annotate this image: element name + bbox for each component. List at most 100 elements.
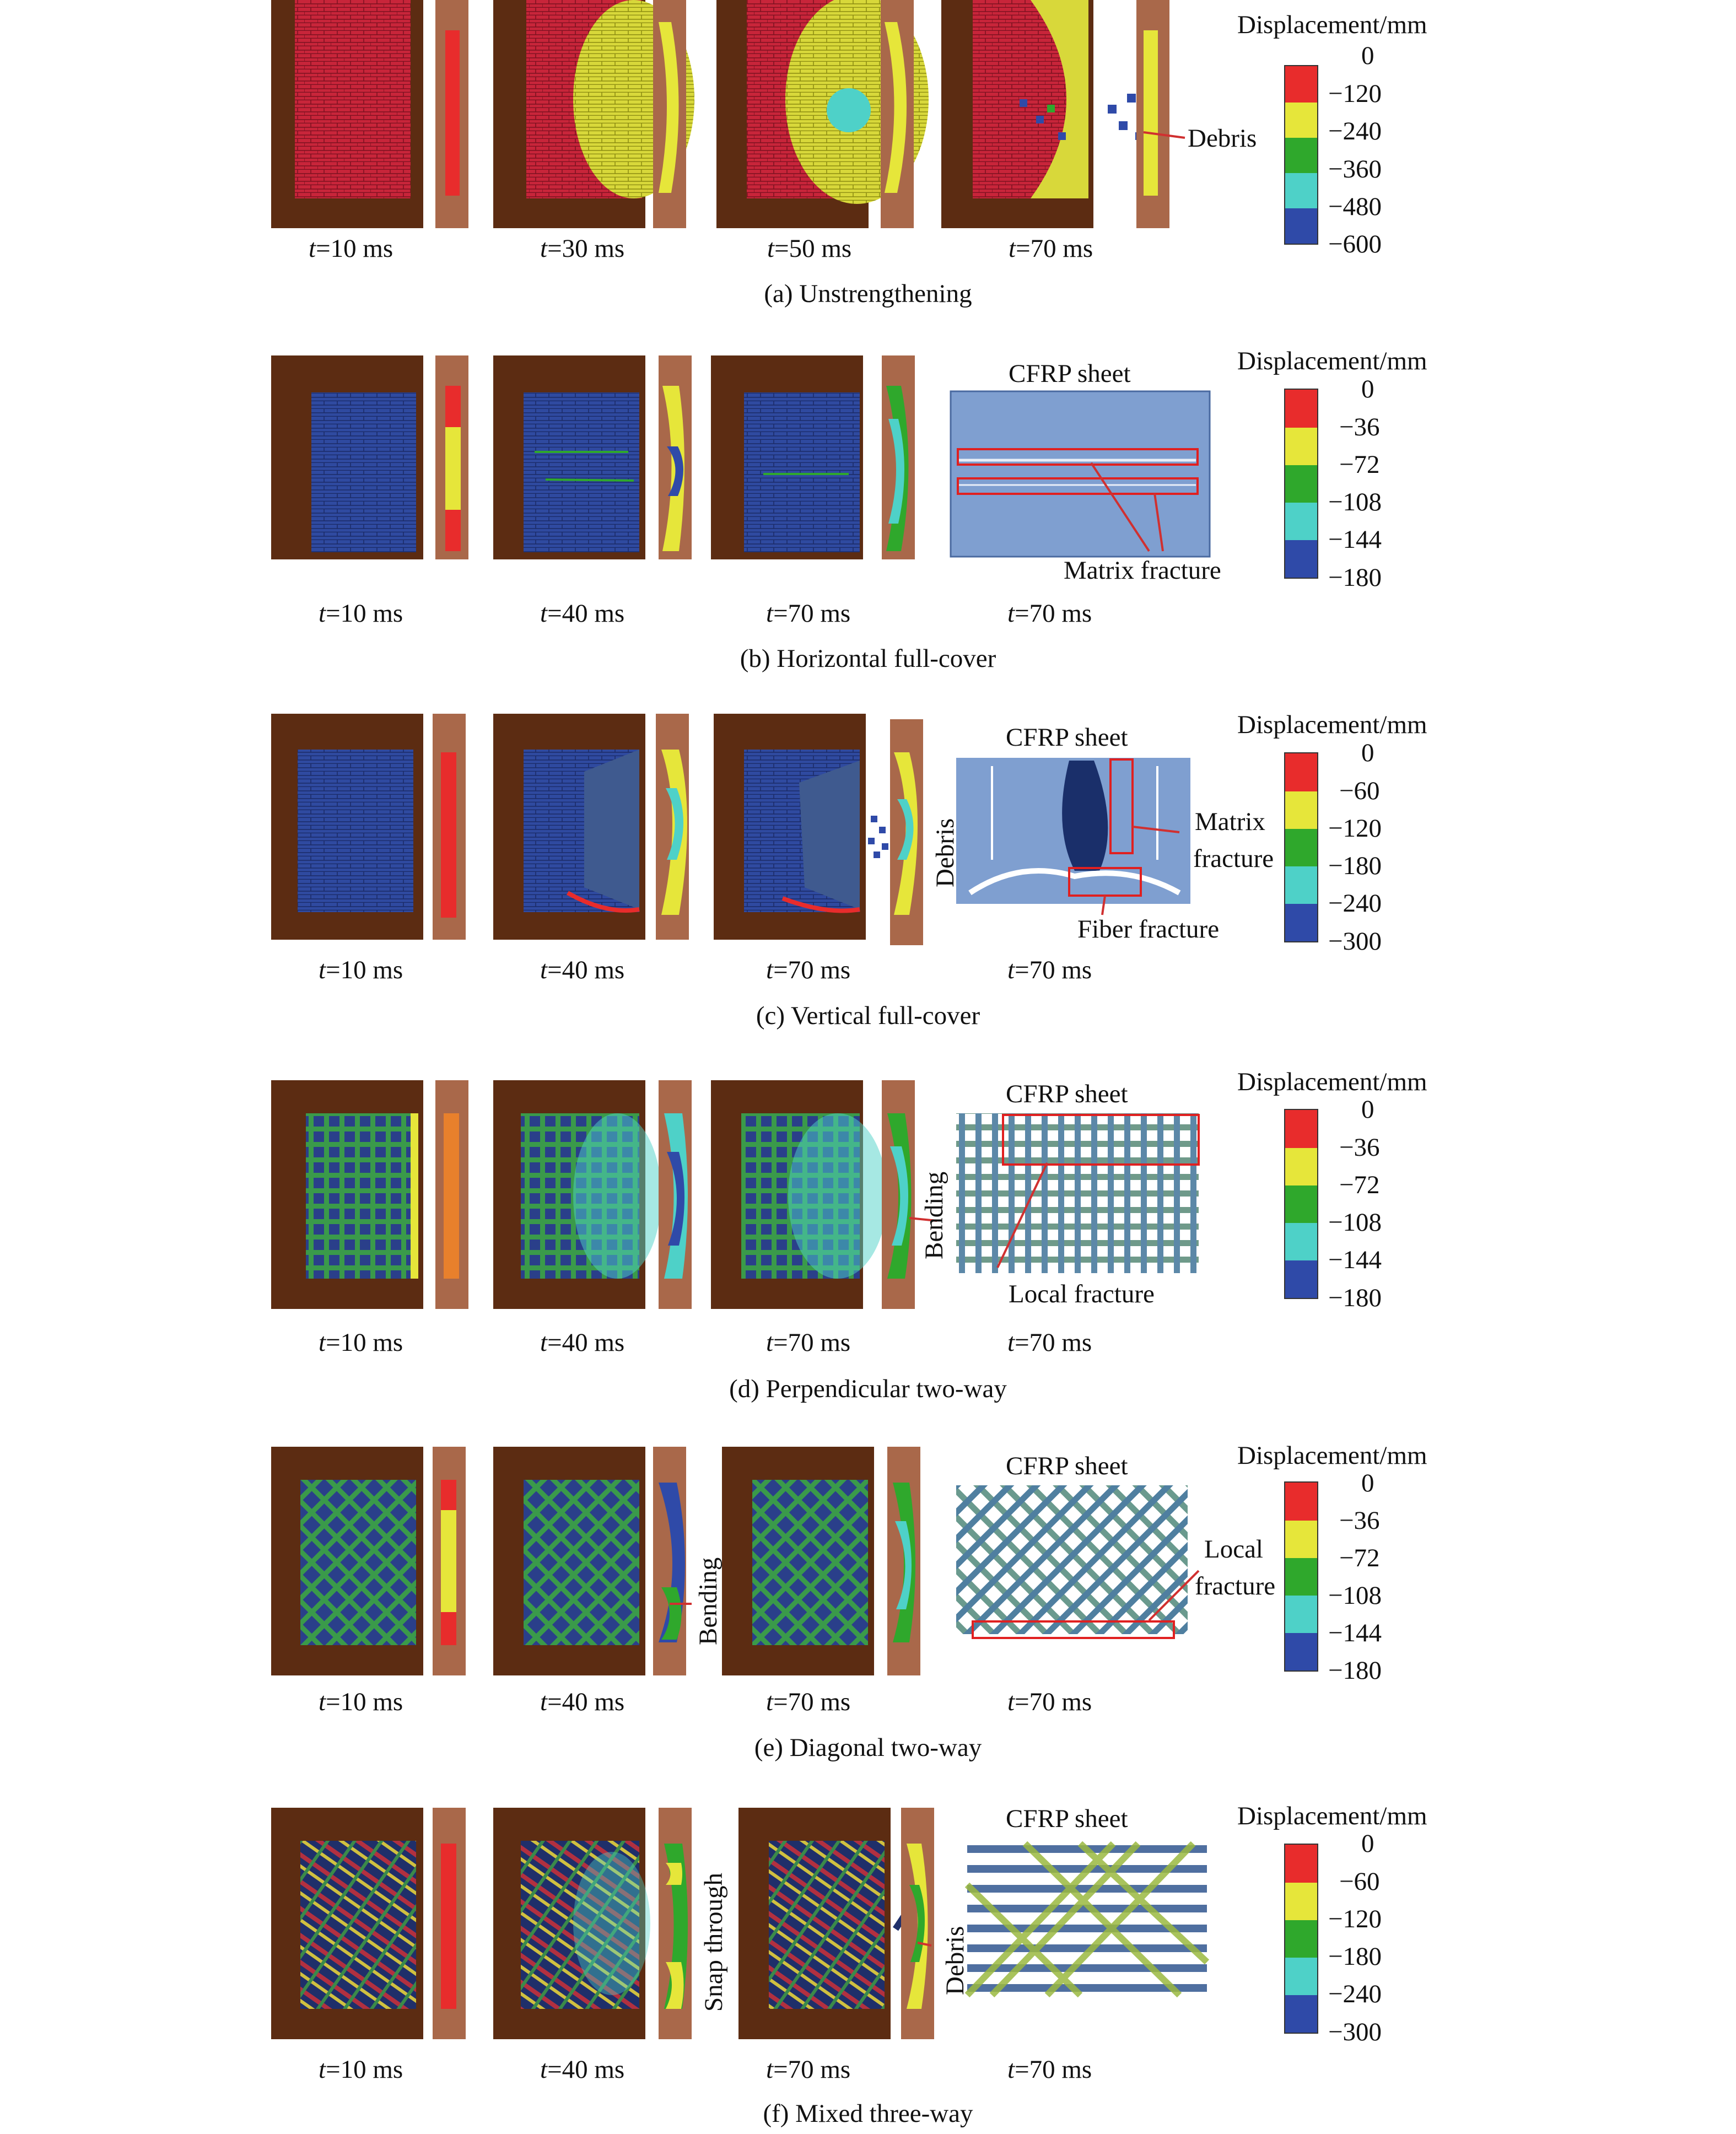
side-d1 bbox=[435, 1080, 468, 1309]
legend-tick: −300 bbox=[1328, 927, 1382, 956]
side-f2 bbox=[659, 1808, 692, 2039]
legend-tick: −108 bbox=[1328, 1581, 1382, 1610]
legend-title: Displacement/mm bbox=[1237, 1802, 1427, 1830]
annotation-matrix: Matrix bbox=[1195, 807, 1265, 836]
panel-f-graphics bbox=[271, 1808, 1210, 2039]
side-d2 bbox=[659, 1080, 692, 1309]
time-label: t=10 ms bbox=[319, 2055, 403, 2084]
panel-caption: (d) Perpendicular two-way bbox=[729, 1375, 1007, 1403]
wall-f3 bbox=[738, 1808, 891, 2039]
legend-tick: −240 bbox=[1328, 1980, 1382, 2008]
annotation-debris-vertical: Debris bbox=[941, 1926, 969, 1995]
side-a1 bbox=[435, 0, 468, 228]
time-label: t=40 ms bbox=[540, 599, 625, 628]
time-label: t=70 ms bbox=[1007, 956, 1092, 984]
colorbar bbox=[1284, 65, 1318, 245]
legend-tick: −108 bbox=[1328, 1208, 1382, 1237]
legend-title: Displacement/mm bbox=[1237, 710, 1427, 739]
panel-a-graphics bbox=[271, 0, 1185, 228]
side-f3 bbox=[901, 1808, 934, 2039]
time-label: t=70 ms bbox=[1007, 599, 1092, 628]
legend-tick: −72 bbox=[1339, 450, 1380, 479]
legend-tick: −120 bbox=[1328, 1905, 1382, 1933]
legend-tick: −180 bbox=[1328, 1284, 1382, 1312]
wall-d1 bbox=[271, 1080, 423, 1309]
legend-tick: −180 bbox=[1328, 563, 1382, 592]
side-e2 bbox=[653, 1447, 686, 1675]
annotation-bending-vertical: Bending bbox=[920, 1171, 948, 1259]
panel-caption: (c) Vertical full-cover bbox=[756, 1001, 980, 1030]
legend-tick: −36 bbox=[1339, 413, 1380, 441]
legend-title: Displacement/mm bbox=[1237, 347, 1427, 375]
sheet-title: CFRP sheet bbox=[1006, 723, 1128, 752]
side-b3 bbox=[882, 355, 915, 559]
panel-caption: (e) Diagonal two-way bbox=[754, 1733, 982, 1762]
time-label: t=70 ms bbox=[766, 599, 851, 628]
side-e1 bbox=[433, 1447, 466, 1675]
time-label: t=70 ms bbox=[766, 956, 851, 984]
wall-a4 bbox=[941, 0, 1093, 228]
colorbar bbox=[1284, 1844, 1318, 2034]
time-label: t=10 ms bbox=[319, 1688, 403, 1716]
side-a3 bbox=[881, 0, 914, 228]
legend-tick: 0 bbox=[1361, 41, 1374, 70]
annotation-debris-vertical: Debris bbox=[931, 818, 959, 887]
annotation-local: Local bbox=[1204, 1535, 1263, 1564]
time-label: t=70 ms bbox=[766, 2055, 851, 2084]
sheet-f bbox=[964, 1841, 1210, 1998]
legend-tick: −180 bbox=[1328, 852, 1382, 880]
time-label: t=10 ms bbox=[319, 956, 403, 984]
sheet-title: CFRP sheet bbox=[1006, 1452, 1128, 1480]
legend-tick: −36 bbox=[1339, 1506, 1380, 1535]
legend-tick: −36 bbox=[1339, 1133, 1380, 1162]
annotation-fiber-fracture: Fiber fracture bbox=[1077, 915, 1220, 944]
time-label: t=10 ms bbox=[319, 599, 403, 628]
legend-tick: −120 bbox=[1328, 79, 1382, 108]
sheet-title: CFRP sheet bbox=[1006, 1804, 1128, 1833]
legend-tick: −144 bbox=[1328, 525, 1382, 554]
legend-tick: −240 bbox=[1328, 117, 1382, 146]
legend-tick: −300 bbox=[1328, 2018, 1382, 2046]
panel-d-graphics bbox=[271, 1080, 1200, 1309]
wall-a1 bbox=[271, 0, 423, 228]
wall-b3 bbox=[711, 355, 863, 559]
legend-tick: −72 bbox=[1339, 1171, 1380, 1199]
legend-tick: −480 bbox=[1328, 192, 1382, 221]
legend-tick: −60 bbox=[1339, 777, 1380, 805]
legend-title: Displacement/mm bbox=[1237, 1068, 1427, 1096]
wall-b1 bbox=[271, 355, 423, 559]
wall-e2 bbox=[493, 1447, 645, 1675]
colorbar bbox=[1284, 1481, 1318, 1672]
wall-f2 bbox=[493, 1808, 650, 2039]
time-label: t=70 ms bbox=[766, 1328, 851, 1357]
panel-caption: (b) Horizontal full-cover bbox=[740, 644, 996, 673]
sheet-b bbox=[950, 390, 1211, 558]
time-label: t=70 ms bbox=[1007, 1688, 1092, 1716]
legend-tick: −108 bbox=[1328, 488, 1382, 516]
colorbar bbox=[1284, 389, 1318, 579]
legend-tick: 0 bbox=[1361, 1829, 1374, 1858]
wall-d3 bbox=[711, 1080, 887, 1309]
annotation-snap-through-vertical: Snap through bbox=[699, 1873, 728, 2012]
time-label: t=50 ms bbox=[767, 234, 852, 263]
legend-tick: −240 bbox=[1328, 889, 1382, 918]
legend-tick: −120 bbox=[1328, 814, 1382, 843]
time-label: t=40 ms bbox=[540, 1688, 625, 1716]
wall-b2 bbox=[493, 355, 645, 559]
side-f1 bbox=[433, 1808, 466, 2039]
side-d3 bbox=[882, 1080, 915, 1309]
side-a4 bbox=[1136, 0, 1169, 228]
side-e3 bbox=[887, 1447, 920, 1675]
sheet-c bbox=[956, 758, 1190, 904]
legend-tick: 0 bbox=[1361, 739, 1374, 767]
time-label: t=40 ms bbox=[540, 2055, 625, 2084]
time-label: t=30 ms bbox=[540, 234, 625, 263]
annotation-fracture: fracture bbox=[1195, 1572, 1276, 1600]
wall-e1 bbox=[271, 1447, 423, 1675]
time-label: t=70 ms bbox=[766, 1688, 851, 1716]
sheet-e bbox=[956, 1485, 1188, 1639]
legend-tick: −60 bbox=[1339, 1867, 1380, 1896]
annotation-bending-vertical: Bending bbox=[694, 1557, 723, 1645]
wall-c1 bbox=[271, 714, 423, 940]
